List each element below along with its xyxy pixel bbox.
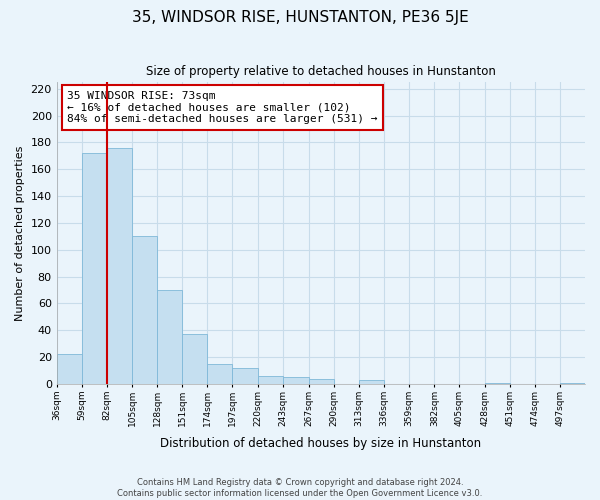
Y-axis label: Number of detached properties: Number of detached properties (15, 146, 25, 320)
Bar (82, 153, 107, 384)
Bar (232, 368, 257, 384)
Text: 35, WINDSOR RISE, HUNSTANTON, PE36 5JE: 35, WINDSOR RISE, HUNSTANTON, PE36 5JE (131, 10, 469, 25)
Text: Contains HM Land Registry data © Crown copyright and database right 2024.
Contai: Contains HM Land Registry data © Crown c… (118, 478, 482, 498)
Bar (309, 378, 334, 384)
Title: Size of property relative to detached houses in Hunstanton: Size of property relative to detached ho… (146, 65, 496, 78)
Bar (560, 382, 585, 384)
Bar (283, 377, 309, 384)
Bar (107, 148, 132, 384)
Bar (257, 376, 283, 384)
Bar (157, 290, 182, 384)
Bar (208, 364, 232, 384)
Bar (56, 354, 82, 384)
Bar (182, 334, 208, 384)
Bar (485, 382, 509, 384)
Bar (359, 380, 384, 384)
X-axis label: Distribution of detached houses by size in Hunstanton: Distribution of detached houses by size … (160, 437, 481, 450)
Text: 35 WINDSOR RISE: 73sqm
← 16% of detached houses are smaller (102)
84% of semi-de: 35 WINDSOR RISE: 73sqm ← 16% of detached… (67, 91, 378, 124)
Bar (132, 236, 157, 384)
